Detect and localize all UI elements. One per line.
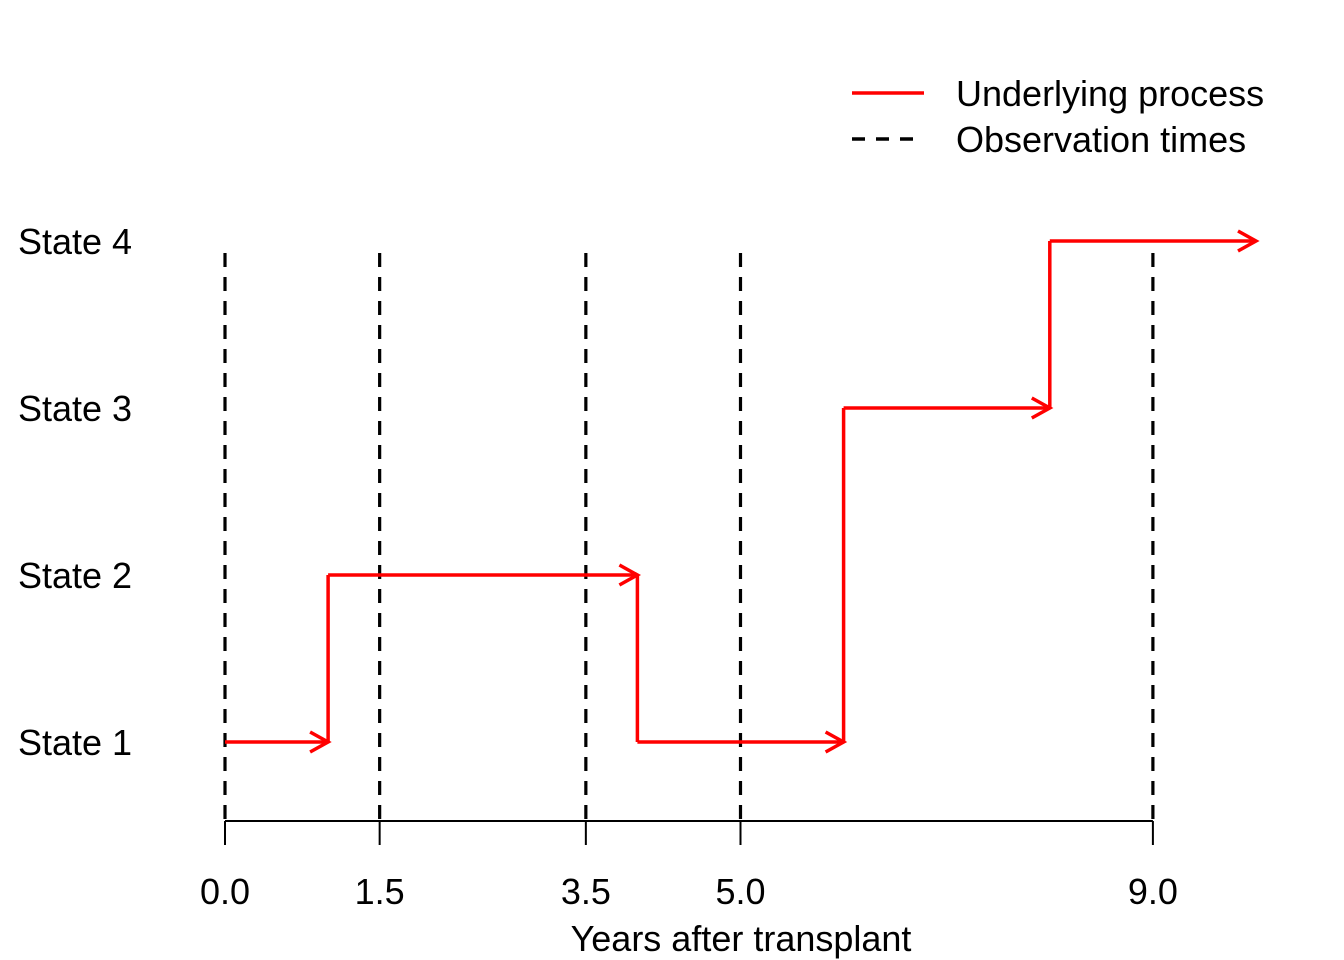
legend: Underlying process Observation times (852, 73, 1264, 160)
state-label-3: State 3 (18, 388, 132, 429)
underlying-process (225, 229, 1260, 754)
x-tick-label: 1.5 (355, 871, 405, 912)
state-label-4: State 4 (18, 221, 132, 262)
process-arrowhead (1237, 229, 1260, 253)
x-tick-label: 0.0 (200, 871, 250, 912)
state-labels: State 1 State 2 State 3 State 4 (18, 221, 132, 763)
x-tick-label: 3.5 (561, 871, 611, 912)
state-label-1: State 1 (18, 722, 132, 763)
x-axis-label: Years after transplant (571, 918, 912, 959)
x-tick-label: 9.0 (1128, 871, 1178, 912)
legend-observation-label: Observation times (956, 119, 1246, 160)
x-axis: 0.0 1.5 3.5 5.0 9.0 (200, 820, 1178, 912)
x-tick-label: 5.0 (715, 871, 765, 912)
legend-process-label: Underlying process (956, 73, 1264, 114)
state-label-2: State 2 (18, 555, 132, 596)
observation-lines (223, 253, 1155, 819)
